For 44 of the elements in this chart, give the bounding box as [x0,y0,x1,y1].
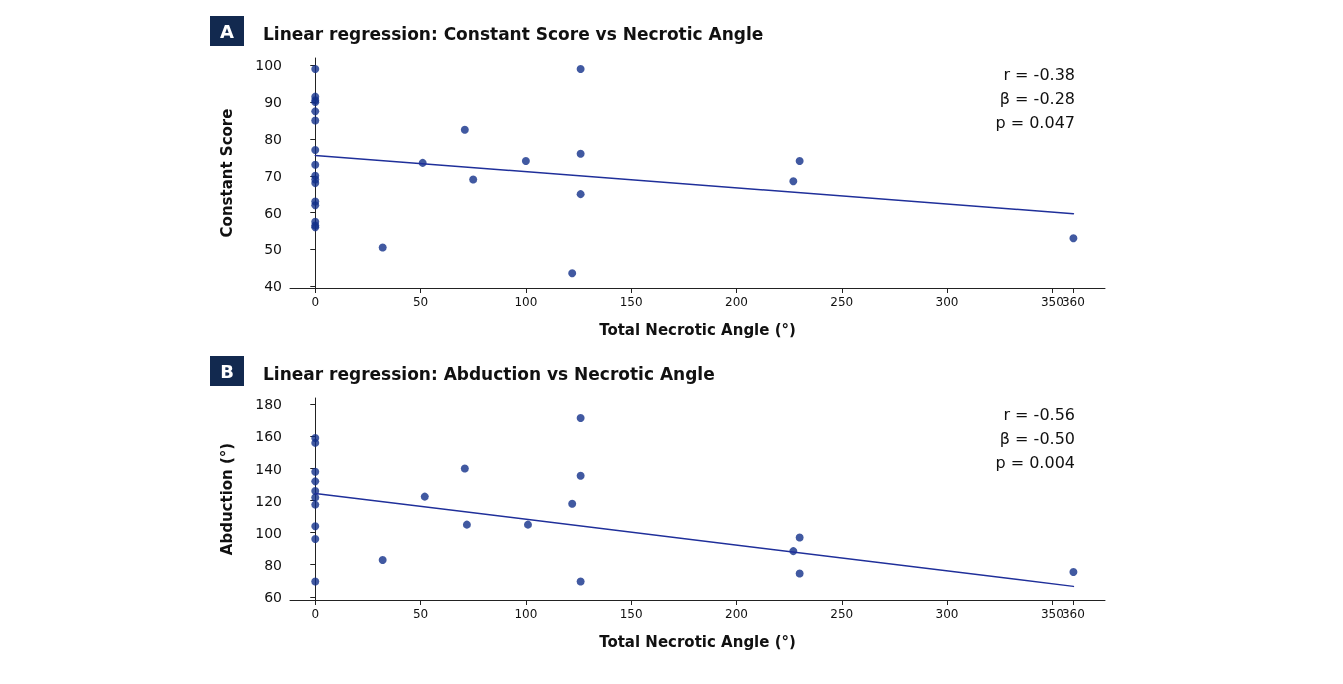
y-tick-label: 80 [264,130,282,147]
x-tick-label: 0 [311,607,320,621]
annotation: r = -0.56 [1003,404,1076,424]
y-tick-label: 90 [264,94,282,111]
annotation: p = 0.047 [995,112,1076,132]
y-tick-label: 100 [255,57,282,74]
y-tick-label: 120 [255,492,282,509]
x-tick-label: 200 [725,607,748,621]
x-tick-label: 150 [619,295,643,309]
x-tick-label: 250 [830,295,854,309]
x-tick-label: 0 [311,295,320,309]
y-tick-label: 60 [264,204,282,221]
y-tick-label: 180 [255,396,282,413]
y-tick-label: 50 [264,241,282,258]
text: A [220,20,235,42]
y-tick-label: 80 [264,556,282,573]
y-tick-label: 40 [264,278,282,295]
annotation: p = 0.004 [995,452,1076,472]
x-tick-label: 300 [935,607,959,621]
text: B [220,360,234,382]
y-axis-title: Abduction (°) [217,442,236,556]
x-tick-label: 200 [725,295,748,309]
x-tick-label: 100 [514,607,538,621]
y-tick-label: 70 [264,167,282,184]
x-tick-label: 250 [830,607,854,621]
y-tick-label: 100 [255,524,282,541]
x-tick-label: 50 [412,607,429,621]
annotation: r = -0.38 [1003,64,1076,84]
x-axis-title: Total Necrotic Angle (°) [599,320,796,339]
y-axis-title: Constant Score [217,108,236,238]
x-tick-label: 150 [619,607,643,621]
x-tick-label: 350 [1040,295,1064,309]
chart-title: Linear regression: Constant Score vs Necrotic Angle [263,23,764,44]
chart-title: Linear regression: Abduction vs Necrotic Angle [263,363,715,384]
x-tick-label: 50 [412,295,429,309]
annotation: β = -0.28 [999,88,1075,108]
x-axis-title: Total Necrotic Angle (°) [599,632,796,651]
x-tick-label: 100 [514,295,538,309]
y-tick-label: 140 [255,460,282,477]
y-tick-label: 60 [264,588,282,605]
x-tick-label: 300 [935,295,959,309]
annotation: β = -0.50 [999,428,1075,448]
y-tick-label: 160 [255,428,282,445]
x-tick-label: 350 [1040,607,1064,621]
